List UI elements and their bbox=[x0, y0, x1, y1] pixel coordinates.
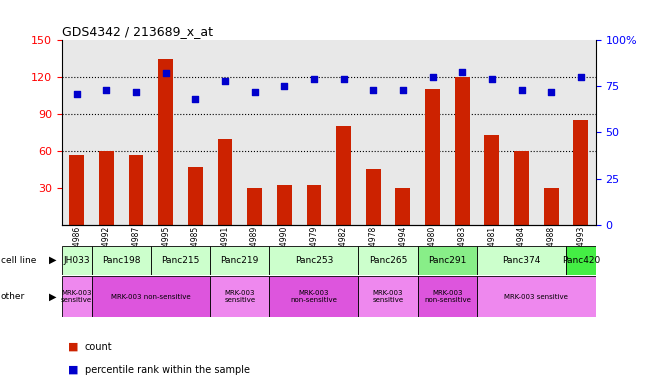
Text: MRK-003 non-sensitive: MRK-003 non-sensitive bbox=[111, 294, 191, 300]
Bar bbox=[336, 126, 351, 225]
Point bbox=[309, 76, 319, 82]
Bar bbox=[484, 135, 499, 225]
Bar bbox=[418, 276, 477, 317]
Bar bbox=[69, 155, 84, 225]
Point bbox=[339, 76, 349, 82]
Bar bbox=[477, 246, 566, 275]
Bar bbox=[425, 89, 440, 225]
Bar bbox=[366, 169, 381, 225]
Text: percentile rank within the sample: percentile rank within the sample bbox=[85, 365, 249, 375]
Bar bbox=[210, 246, 270, 275]
Text: GDS4342 / 213689_x_at: GDS4342 / 213689_x_at bbox=[62, 25, 213, 38]
Bar bbox=[277, 185, 292, 225]
Bar bbox=[92, 246, 151, 275]
Bar bbox=[188, 167, 202, 225]
Point bbox=[131, 89, 141, 95]
Bar bbox=[455, 77, 469, 225]
Bar bbox=[99, 151, 114, 225]
Point bbox=[427, 74, 437, 80]
Bar bbox=[270, 246, 359, 275]
Text: MRK-003
sensitive: MRK-003 sensitive bbox=[61, 290, 92, 303]
Bar bbox=[566, 246, 596, 275]
Point bbox=[368, 87, 378, 93]
Point bbox=[546, 89, 557, 95]
Point bbox=[160, 70, 171, 76]
Bar bbox=[477, 276, 596, 317]
Point bbox=[575, 74, 586, 80]
Text: Panc253: Panc253 bbox=[295, 256, 333, 265]
Point bbox=[398, 87, 408, 93]
Text: MRK-003
non-sensitive: MRK-003 non-sensitive bbox=[290, 290, 337, 303]
Bar bbox=[396, 188, 410, 225]
Bar bbox=[418, 246, 477, 275]
Bar bbox=[574, 120, 589, 225]
Text: JH033: JH033 bbox=[63, 256, 90, 265]
Bar bbox=[158, 59, 173, 225]
Bar bbox=[210, 276, 270, 317]
Text: ■: ■ bbox=[68, 342, 79, 352]
Point bbox=[220, 78, 230, 84]
Text: ▶: ▶ bbox=[49, 291, 57, 302]
Text: MRK-003
sensitive: MRK-003 sensitive bbox=[372, 290, 404, 303]
Text: cell line: cell line bbox=[1, 256, 36, 265]
Text: Panc374: Panc374 bbox=[503, 256, 541, 265]
Point bbox=[487, 76, 497, 82]
Text: Panc215: Panc215 bbox=[161, 256, 200, 265]
Text: MRK-003
sensitive: MRK-003 sensitive bbox=[224, 290, 255, 303]
Bar bbox=[217, 139, 232, 225]
Bar bbox=[92, 276, 210, 317]
Bar bbox=[359, 276, 418, 317]
Text: MRK-003 sensitive: MRK-003 sensitive bbox=[505, 294, 568, 300]
Bar bbox=[307, 185, 322, 225]
Point bbox=[72, 91, 82, 97]
Text: ▶: ▶ bbox=[49, 255, 57, 265]
Bar bbox=[151, 246, 210, 275]
Text: other: other bbox=[1, 292, 25, 301]
Text: Panc291: Panc291 bbox=[428, 256, 467, 265]
Bar bbox=[544, 188, 559, 225]
Point bbox=[516, 87, 527, 93]
Point bbox=[279, 83, 290, 89]
Point bbox=[457, 69, 467, 75]
Text: Panc198: Panc198 bbox=[102, 256, 141, 265]
Point bbox=[101, 87, 111, 93]
Point bbox=[190, 96, 201, 103]
Text: count: count bbox=[85, 342, 112, 352]
Point bbox=[249, 89, 260, 95]
Bar bbox=[128, 155, 143, 225]
Text: Panc265: Panc265 bbox=[369, 256, 408, 265]
Bar bbox=[514, 151, 529, 225]
Bar bbox=[247, 188, 262, 225]
Bar bbox=[62, 246, 92, 275]
Text: Panc219: Panc219 bbox=[221, 256, 259, 265]
Bar bbox=[62, 276, 92, 317]
Text: ■: ■ bbox=[68, 365, 79, 375]
Text: Panc420: Panc420 bbox=[562, 256, 600, 265]
Bar bbox=[270, 276, 359, 317]
Text: MRK-003
non-sensitive: MRK-003 non-sensitive bbox=[424, 290, 471, 303]
Bar bbox=[359, 246, 418, 275]
